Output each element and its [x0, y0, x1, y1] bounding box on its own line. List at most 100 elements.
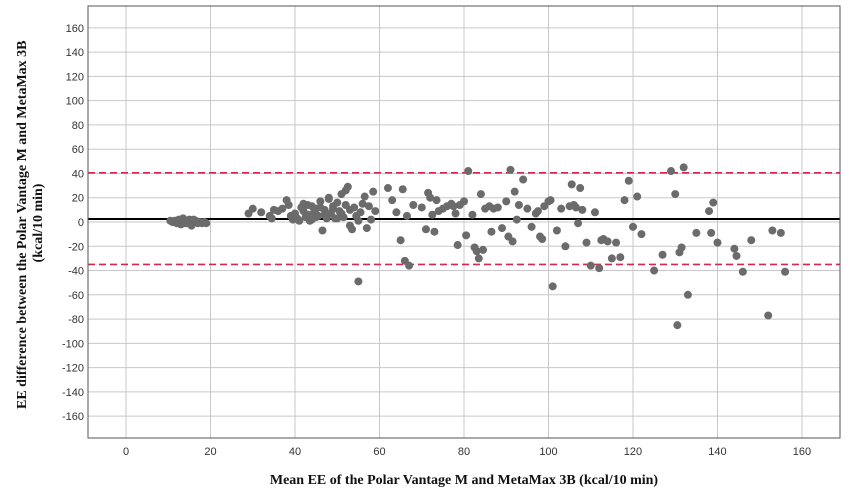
data-point — [460, 197, 468, 206]
data-point — [278, 204, 287, 213]
data-point — [493, 203, 502, 212]
data-point — [472, 247, 481, 256]
data-point — [595, 264, 604, 273]
data-point — [732, 251, 741, 260]
x-tick-label: 0 — [123, 446, 129, 458]
y-tick-label: -120 — [62, 363, 84, 375]
data-point — [369, 187, 378, 196]
data-point — [764, 311, 773, 320]
data-point — [650, 266, 659, 275]
data-point — [383, 184, 392, 193]
data-point — [677, 243, 686, 252]
data-point — [607, 254, 616, 263]
data-point — [538, 234, 547, 243]
data-point — [396, 236, 405, 245]
data-point — [248, 204, 257, 213]
data-point — [364, 202, 373, 211]
data-point — [692, 228, 701, 237]
data-point — [616, 253, 625, 262]
data-point — [430, 227, 439, 236]
y-tick-label: 140 — [66, 47, 84, 59]
data-point — [590, 208, 599, 217]
data-point — [479, 245, 488, 254]
y-tick-label: -40 — [68, 266, 84, 278]
data-point — [316, 203, 325, 212]
data-point — [428, 210, 437, 219]
data-point — [633, 192, 642, 201]
data-point — [533, 207, 542, 216]
data-point — [181, 219, 190, 228]
data-point — [405, 261, 414, 270]
x-tick-label: 40 — [289, 446, 301, 458]
data-point — [284, 201, 293, 210]
data-point — [476, 190, 485, 199]
data-point — [449, 202, 458, 211]
x-tick-label: 160 — [793, 446, 811, 458]
data-point — [673, 321, 682, 330]
plot-frame — [87, 5, 841, 439]
data-point — [506, 165, 515, 174]
y-tick-label: -100 — [62, 338, 84, 350]
data-point — [474, 254, 483, 263]
x-tick-label: 120 — [624, 446, 642, 458]
data-point — [202, 219, 211, 228]
y-tick-label: 60 — [72, 144, 84, 156]
tick-labels: 0 20 40 60 80 100 120 140 160 -160 -140 -120 -100 -80… — [62, 23, 811, 458]
y-axis-title-line1: EE difference between the Polar Vantage … — [15, 41, 30, 410]
y-tick-label: 100 — [66, 96, 84, 108]
data-point — [713, 238, 722, 247]
y-tick-label: -140 — [62, 387, 84, 399]
data-point — [781, 267, 790, 276]
data-point — [337, 209, 346, 218]
data-point — [707, 228, 716, 237]
data-point — [324, 193, 333, 202]
data-point — [295, 216, 304, 225]
y-tick-label: 20 — [72, 193, 84, 205]
data-point — [398, 185, 407, 194]
data-point — [367, 215, 376, 224]
data-point — [257, 208, 266, 217]
data-point — [498, 224, 507, 233]
data-point — [453, 241, 462, 250]
data-point — [417, 203, 426, 212]
data-point — [561, 242, 570, 251]
x-tick-label: 60 — [373, 446, 385, 458]
data-point — [303, 201, 312, 210]
y-tick-label: 120 — [66, 71, 84, 83]
data-point — [527, 222, 536, 231]
data-point — [320, 210, 329, 219]
data-point — [552, 226, 561, 235]
y-axis-title-line2: (kcal/10 min) — [31, 183, 46, 262]
data-point — [426, 193, 435, 202]
data-point — [329, 204, 338, 213]
data-point — [462, 231, 471, 240]
data-point — [360, 192, 369, 201]
data-point — [637, 230, 646, 239]
y-tick-label: -20 — [68, 241, 84, 253]
x-tick-label: 140 — [708, 446, 726, 458]
data-point — [574, 219, 583, 228]
data-point — [658, 250, 667, 259]
data-point — [193, 218, 202, 226]
data-point — [747, 236, 756, 245]
data-point — [738, 267, 747, 276]
y-axis-title: EE difference between the Polar Vantage … — [15, 37, 46, 409]
data-point — [548, 282, 557, 291]
y-tick-label: -60 — [68, 290, 84, 302]
data-point — [567, 180, 576, 189]
y-tick-label: 0 — [78, 217, 84, 229]
data-point — [354, 216, 363, 225]
data-point — [409, 201, 418, 210]
data-point — [502, 197, 511, 206]
data-point — [620, 196, 629, 205]
data-point — [316, 197, 325, 206]
reference-lines — [88, 172, 840, 266]
data-point — [512, 215, 521, 224]
data-point — [514, 201, 523, 210]
data-point — [345, 205, 354, 214]
data-point — [612, 238, 621, 247]
y-tick-label: 40 — [72, 168, 84, 180]
x-tick-label: 100 — [539, 446, 557, 458]
data-point — [582, 238, 591, 247]
